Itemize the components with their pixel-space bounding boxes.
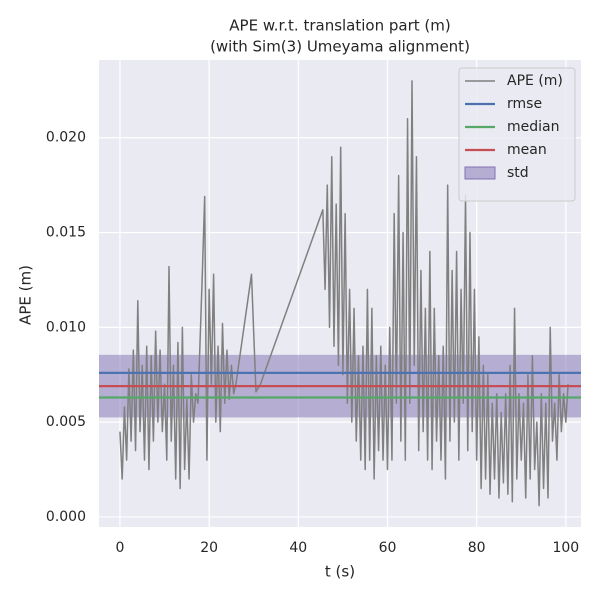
ape-line — [119, 80, 569, 507]
x-axis-label: t (s) — [325, 563, 355, 581]
x-tick-label: 0 — [115, 540, 124, 556]
x-tick-label: 100 — [552, 540, 579, 556]
legend-swatch — [464, 166, 496, 180]
x-tick-label: 60 — [379, 540, 397, 556]
legend-label: mean — [507, 142, 547, 158]
x-tick-label: 40 — [289, 540, 307, 556]
chart-title: APE w.r.t. translation part (m) — [229, 17, 450, 35]
x-tick-label: 20 — [200, 540, 218, 556]
legend-label: rmse — [507, 96, 542, 112]
y-tick-label: 0.005 — [46, 414, 86, 430]
legend-label: APE (m) — [507, 73, 563, 89]
chart-subtitle: (with Sim(3) Umeyama alignment) — [210, 38, 470, 56]
legend-label: median — [507, 119, 559, 135]
x-tick-label: 80 — [468, 540, 486, 556]
y-tick-label: 0.000 — [46, 509, 86, 525]
y-tick-label: 0.020 — [46, 130, 86, 146]
y-tick-label: 0.010 — [46, 319, 86, 335]
y-axis-label: APE (m) — [17, 265, 35, 325]
y-tick-label: 0.015 — [46, 225, 86, 241]
legend-label: std — [507, 165, 529, 181]
